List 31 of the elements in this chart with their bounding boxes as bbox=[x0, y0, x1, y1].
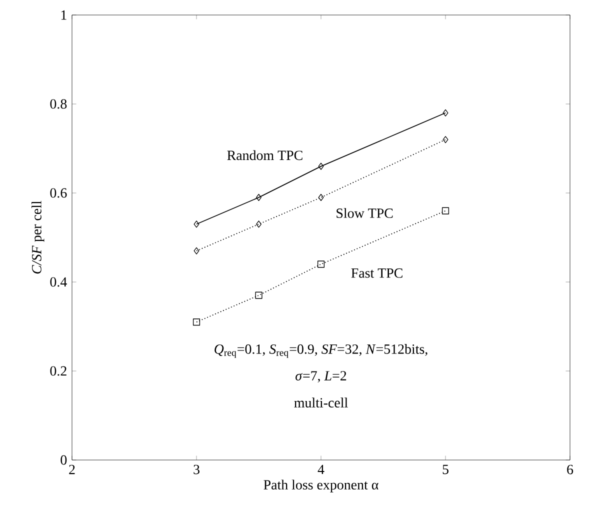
point bbox=[256, 220, 262, 228]
series-label: Fast TPC bbox=[351, 268, 402, 278]
point bbox=[194, 220, 200, 228]
x-tick-label: 2 bbox=[69, 464, 75, 474]
point bbox=[256, 194, 262, 201]
y-tick-label: 1 bbox=[61, 10, 66, 20]
x-tick-label: 3 bbox=[194, 464, 200, 474]
x-tick-label: 5 bbox=[442, 464, 448, 474]
y-axis-title: C/SF per cell bbox=[32, 200, 44, 274]
point bbox=[317, 260, 325, 268]
y-tick-label: 0.2 bbox=[50, 366, 66, 376]
point bbox=[442, 207, 450, 214]
annotation: σ=7, L=2 bbox=[296, 371, 346, 382]
point bbox=[192, 318, 200, 326]
point bbox=[442, 109, 448, 116]
point bbox=[318, 162, 324, 170]
point bbox=[194, 247, 200, 254]
point bbox=[318, 194, 324, 201]
text: Q$_{req}$=0.1, S$_{req}$=0.9, SF=32, N=512bits, bbox=[214, 344, 428, 358]
point bbox=[442, 136, 448, 144]
y-tick-label: 0 bbox=[60, 455, 67, 465]
point bbox=[255, 292, 262, 299]
y-tick-label: 0.4 bbox=[50, 277, 67, 287]
series-label: Random TPC bbox=[227, 150, 302, 160]
x-tick-label: 6 bbox=[567, 464, 574, 474]
annotation: multi-cell bbox=[294, 398, 348, 408]
series-label: Slow TPC bbox=[336, 208, 393, 218]
x-tick-label: 4 bbox=[318, 464, 324, 474]
x-axis-title: Path loss exponent α bbox=[264, 480, 378, 492]
y-tick-label: 0.6 bbox=[50, 188, 67, 198]
y-tick-label: 0.8 bbox=[50, 99, 67, 109]
